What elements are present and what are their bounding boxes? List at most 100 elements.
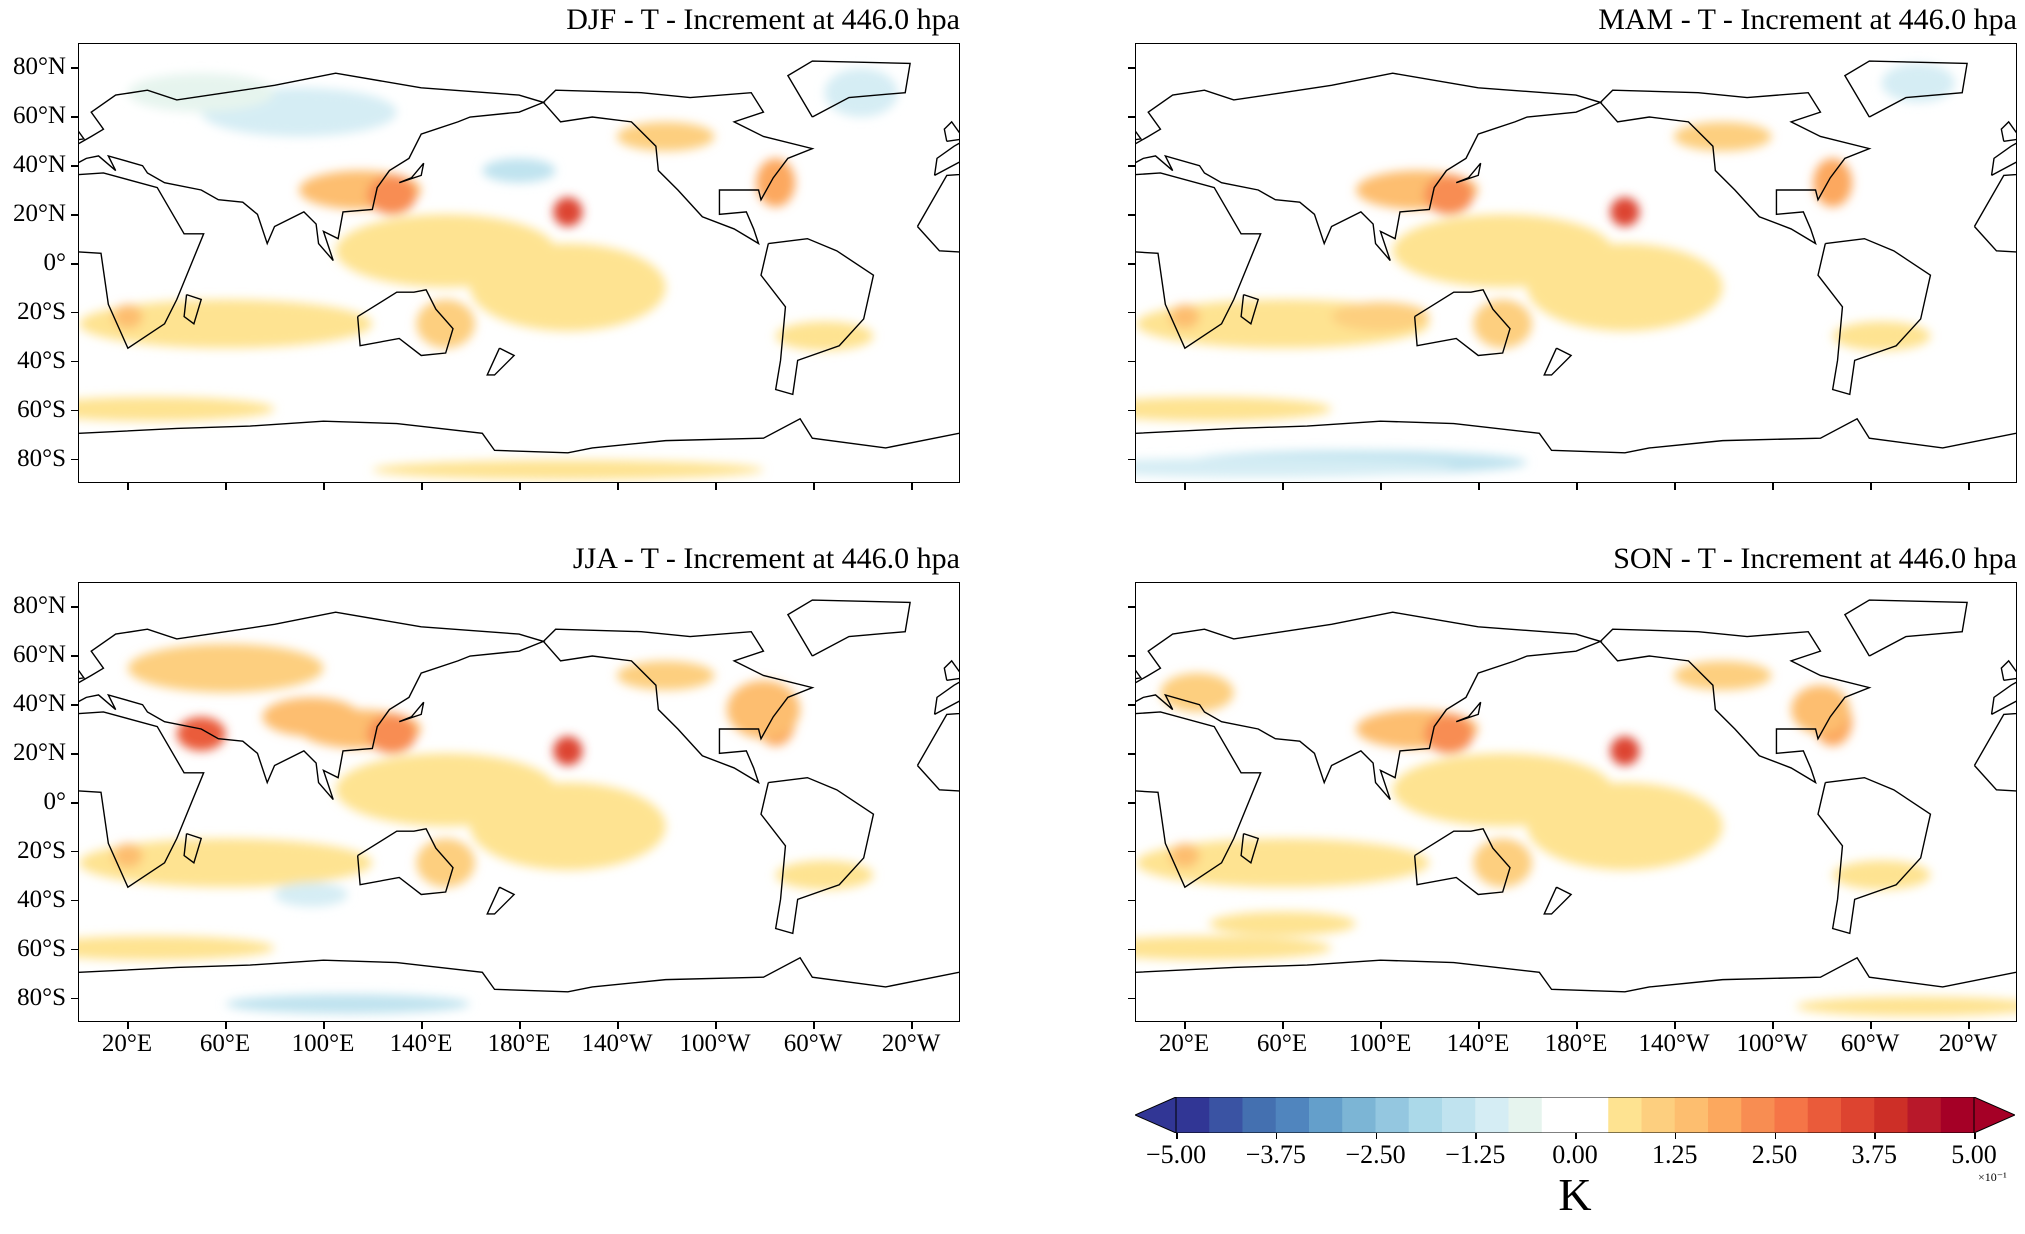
colorbar-segment xyxy=(1242,1097,1277,1133)
coastline xyxy=(356,827,454,896)
coastline xyxy=(79,669,86,680)
coastline xyxy=(79,417,959,454)
coastline xyxy=(1136,72,1603,262)
contour-region xyxy=(1881,63,1955,103)
contour-field xyxy=(79,68,898,480)
coastlines xyxy=(1136,60,2016,454)
x-tick xyxy=(1772,483,1774,490)
colorbar-tick xyxy=(1974,1133,1976,1139)
contour-region xyxy=(176,716,226,751)
contour-region xyxy=(1136,838,1430,888)
contour-region xyxy=(1136,457,1454,478)
coastline xyxy=(1817,237,1932,396)
y-tick xyxy=(1128,704,1135,706)
x-tick xyxy=(617,1022,619,1029)
colorbar-segment xyxy=(1209,1097,1244,1133)
colorbar-tick xyxy=(1176,1133,1178,1139)
contour-region xyxy=(79,396,275,422)
contour-region xyxy=(416,299,475,349)
coastline xyxy=(1973,712,2016,792)
colorbar-under-triangle xyxy=(1135,1097,1177,1133)
y-tick xyxy=(71,753,78,755)
colorbar-tick-label: 1.25 xyxy=(1652,1140,1698,1169)
coastline xyxy=(1817,776,1932,935)
y-tick xyxy=(71,67,78,69)
coastlines xyxy=(1136,599,2016,993)
contour-region xyxy=(553,736,583,766)
coastlines xyxy=(79,599,959,993)
coastline xyxy=(1599,628,1872,785)
coastline xyxy=(79,611,546,801)
y-tick xyxy=(71,311,78,314)
contour-region xyxy=(756,158,796,208)
y-tick xyxy=(1128,263,1135,265)
x-tick xyxy=(813,483,815,490)
y-tick xyxy=(71,116,78,118)
y-tick xyxy=(71,360,78,363)
coastline xyxy=(542,628,815,785)
y-tick-label: 40°N xyxy=(12,151,66,179)
coastline xyxy=(1843,599,1968,657)
x-tick xyxy=(911,1022,913,1029)
contour-field xyxy=(1136,660,2016,1017)
coastline xyxy=(943,659,959,682)
x-tick xyxy=(127,483,129,490)
contour-region xyxy=(1813,158,1853,208)
colorbar-segment xyxy=(1309,1097,1343,1133)
contour-region xyxy=(1170,304,1200,329)
colorbar-segment xyxy=(1575,1097,1609,1133)
x-tick xyxy=(1380,483,1382,490)
colorbar-tick-label: 2.50 xyxy=(1751,1140,1798,1169)
coastline xyxy=(79,72,546,262)
coastline xyxy=(786,60,911,118)
coastline xyxy=(1990,681,2016,716)
y-tick-label: 20°S xyxy=(17,297,66,325)
y-tick xyxy=(71,606,78,608)
y-tick xyxy=(71,263,78,265)
coastline xyxy=(760,776,875,935)
colorbar-segment xyxy=(1275,1097,1310,1133)
colorbar-segment xyxy=(1940,1097,1975,1133)
contour-region xyxy=(113,304,143,329)
coastline xyxy=(1843,60,1968,118)
map-area xyxy=(78,43,960,483)
x-tick-label: 100°E xyxy=(1348,1030,1412,1057)
colorbar-tick-label: −3.75 xyxy=(1245,1140,1306,1169)
contour-region xyxy=(616,121,715,152)
contour-region xyxy=(616,660,715,691)
coastline xyxy=(1543,886,1573,915)
y-tick xyxy=(1128,948,1135,951)
map-panel-jja: JJA - T - Increment at 446.0 hpa 80°N 60°N… xyxy=(13,542,960,1057)
coastline xyxy=(1455,701,1482,723)
y-tick xyxy=(1128,458,1135,461)
coastline xyxy=(916,712,959,792)
x-tick xyxy=(519,483,521,490)
x-tick xyxy=(1576,483,1578,490)
x-tick-label: 60°E xyxy=(199,1030,251,1057)
y-tick xyxy=(71,802,78,804)
y-tick-label: 60°S xyxy=(17,395,66,423)
colorbar-segment xyxy=(1608,1097,1643,1133)
x-tick xyxy=(225,483,227,490)
y-tick xyxy=(71,948,78,951)
colorbar-segment xyxy=(1541,1097,1576,1133)
coastlines xyxy=(79,60,959,454)
y-tick-label: 80°N xyxy=(12,592,66,620)
y-tick xyxy=(1128,899,1135,902)
y-tick-label: 20°S xyxy=(17,836,66,864)
coastline xyxy=(1136,611,1603,801)
colorbar-unit-label: K xyxy=(1558,1169,1592,1220)
coastline xyxy=(542,89,815,246)
coastline xyxy=(1413,288,1511,357)
colorbar-segment xyxy=(1408,1097,1443,1133)
contour-region xyxy=(1473,838,1532,888)
y-tick xyxy=(1128,606,1135,608)
coastline xyxy=(79,711,205,889)
coastline xyxy=(1136,956,2016,993)
colorbar-over-triangle xyxy=(1973,1097,2015,1133)
colorbar-segment xyxy=(1741,1097,1776,1133)
contour-region xyxy=(1673,660,1772,691)
map-panel-son: SON - T - Increment at 446.0 hpa 20°E 60°E… xyxy=(1128,542,2017,1057)
y-tick-label: 20°N xyxy=(12,200,66,228)
contour-region xyxy=(1424,175,1474,215)
